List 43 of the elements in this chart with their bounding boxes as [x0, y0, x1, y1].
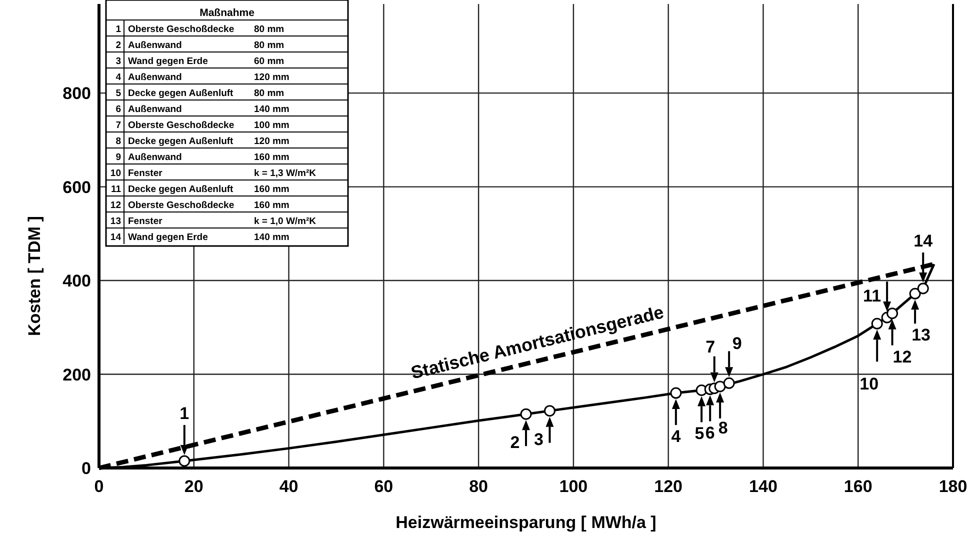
annotation: 11 [863, 286, 882, 306]
annotation: 3 [534, 430, 544, 449]
y-tick-label: 800 [62, 84, 91, 104]
point [544, 405, 556, 417]
x-tick-label: 180 [938, 477, 968, 496]
point [723, 377, 735, 389]
annotation: 9 [732, 334, 742, 354]
x-tick-label: 80 [469, 477, 488, 496]
y-tick-label: 0 [82, 459, 91, 478]
point [871, 318, 883, 330]
annotation: 6 [705, 423, 715, 442]
x-tick-label: 40 [279, 477, 298, 496]
annotation: 14 [914, 231, 934, 250]
annotation: 12 [892, 347, 912, 366]
annotation: 5 [694, 424, 704, 444]
point [670, 387, 682, 399]
x-tick-label: 20 [184, 477, 204, 496]
legend-table: Maßnahme 1 Oberste Geschoßdecke 80 mm 2 Außenwand 80 mm 3 Wand gegen Erde 60 mm 4 Außenwand 120 mm 5 Decke gegen Außenluft 80 mm 6 Außenwand 140 mm 7 Oberste Geschoßdecke 100 mm 8 Decke gegen Außenluft 120 mm 9 Außenwand 160 mm 10 Fenster k = 1,3 W/m²K 11 Decke gegen Außenluft 160 mm 12 Oberste Geschoßdecke 160 mm 13 Fenster k = 1,0 W/m²K 14 Wand gegen Erde 140 mm [105, 0, 349, 247]
y-tick-label: 600 [62, 178, 91, 197]
annotation: 7 [706, 337, 716, 356]
point [886, 308, 898, 320]
point [178, 455, 190, 467]
x-tick-label: 60 [374, 477, 394, 496]
x-tick-label: 160 [844, 477, 872, 496]
x-tick-label: 0 [94, 477, 104, 496]
annotation: 4 [671, 427, 682, 446]
point [909, 288, 921, 300]
x-tick-label: 140 [749, 477, 778, 496]
annotation: Maßnahme [200, 7, 255, 19]
point [520, 408, 532, 420]
x-tick-label: 120 [654, 477, 683, 496]
annotation: 10 [860, 374, 879, 394]
y-axis-title: Kosten [ TDM ] [25, 216, 44, 336]
x-tick-label: 100 [559, 477, 588, 496]
annotation: 13 [912, 326, 931, 345]
annotation: 1 [180, 404, 190, 423]
point [917, 282, 929, 294]
annotation: 2 [510, 433, 520, 452]
y-tick-label: 200 [62, 365, 91, 384]
point [714, 380, 726, 392]
y-tick-label: 400 [62, 272, 91, 291]
annotation: 8 [718, 418, 728, 438]
x-axis-title: Heizwärmeeinsparung [ MWh/a ] [396, 513, 656, 532]
